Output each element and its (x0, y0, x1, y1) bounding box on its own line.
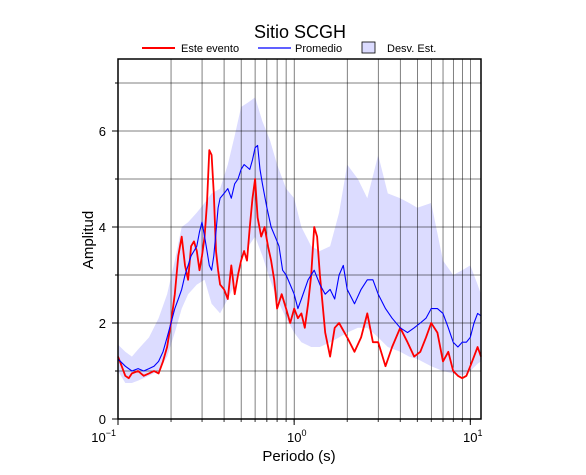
x-tick-label-1: 100 (287, 428, 306, 445)
legend-std-label: Desv. Est. (387, 43, 436, 55)
y-axis-label: Amplitud (80, 211, 97, 269)
legend-event-label: Este evento (181, 43, 239, 55)
series-layer (117, 144, 482, 380)
y-tick-label-0: 0 (99, 412, 106, 427)
series-line-event (117, 149, 482, 380)
x-tick-label-0-base: 10 (91, 430, 105, 445)
legend: Este evento Promedio Desv. Est. (142, 41, 436, 55)
x-tick-label-2-base: 10 (463, 430, 477, 445)
y-tick-label-4: 4 (99, 220, 106, 235)
x-tick-label-2: 101 (463, 428, 482, 445)
legend-mean-label: Promedio (295, 43, 342, 55)
svg-text:10−1: 10−1 (91, 428, 116, 445)
x-tick-label-0: 10−1 (91, 428, 116, 445)
plot-frame (117, 58, 482, 420)
x-tick-label-1-base: 10 (287, 430, 301, 445)
svg-text:101: 101 (463, 428, 482, 445)
legend-std-swatch (361, 41, 376, 54)
std-band-area (118, 97, 481, 384)
svg-text:100: 100 (287, 428, 306, 445)
series-line-mean (117, 144, 482, 372)
y-tick-label-6: 6 (99, 124, 106, 139)
x-tick-label-2-exp: 1 (477, 428, 482, 438)
axes-layer (112, 58, 482, 425)
std-band-layer (118, 97, 481, 384)
x-tick-label-0-exp: −1 (106, 428, 116, 438)
y-tick-label-2: 2 (99, 316, 106, 331)
x-axis-label: Periodo (s) (262, 448, 335, 465)
x-tick-label-1-exp: 0 (301, 428, 306, 438)
chart-title: Sitio SCGH (254, 22, 346, 42)
